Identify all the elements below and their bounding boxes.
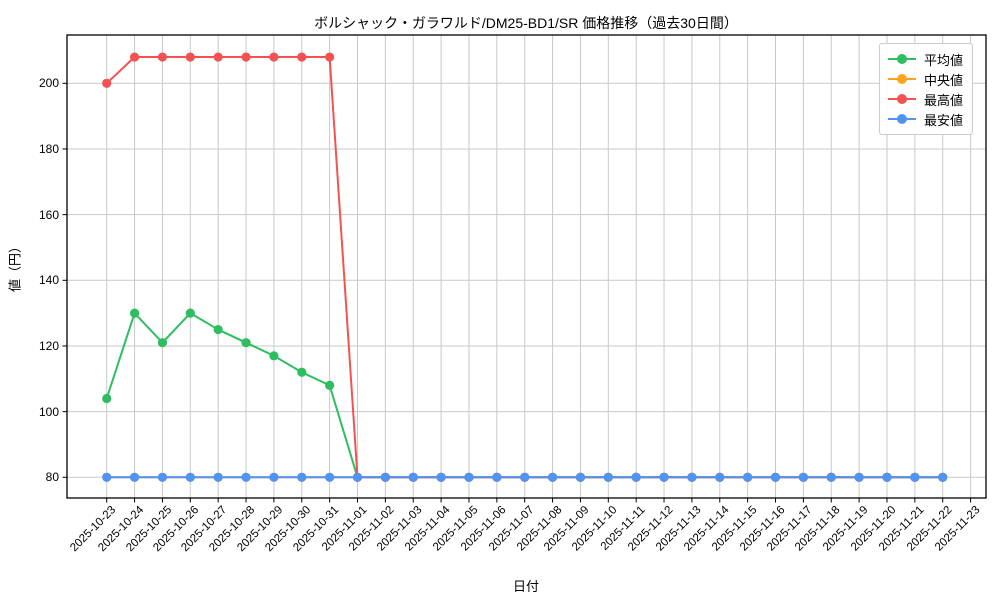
series-point-min [408,472,418,482]
series-point-max [269,52,279,62]
series-point-min [547,472,558,482]
series-point-avg [185,308,195,318]
series-point-min [464,472,474,482]
y-tick-label: 160 [38,207,59,222]
series-point-min [631,472,641,482]
y-tick-label: 80 [45,470,59,485]
series-point-min [826,472,836,482]
series-point-max [157,52,168,62]
legend-label: 最安値 [923,112,963,128]
legend-dot-icon [896,114,907,124]
y-tick-label: 100 [38,404,59,419]
legend-item-median: 中央値 [887,69,963,89]
y-tick-label: 180 [38,141,59,156]
series-point-min [659,472,669,482]
plot-border [66,34,987,499]
legend-label: 最高値 [923,92,963,108]
series-point-min [520,472,530,482]
series-point-max [102,78,112,88]
legend-item-avg: 平均値 [887,49,963,69]
series-point-min [687,472,697,482]
series-point-avg [269,351,279,361]
series-point-min [436,472,446,482]
series-point-min [882,472,892,482]
series-point-min [297,472,307,482]
series-point-min [380,472,390,482]
series-point-avg [325,380,335,390]
series-point-min [492,472,502,482]
y-tick-label: 140 [38,273,59,288]
series-point-min [575,472,586,482]
series-point-min [185,472,195,482]
y-tick-label: 120 [38,338,59,353]
legend-item-max: 最高値 [887,89,963,109]
series-point-min [352,472,363,482]
series-point-max [325,52,335,62]
legend-dot-icon [896,94,907,104]
series-point-max [297,52,307,62]
legend-label: 平均値 [923,52,963,68]
series-point-min [603,472,613,482]
series-point-avg [297,367,307,377]
series-point-min [938,472,948,482]
legend-marker-avg [887,53,916,65]
series-point-min [213,472,223,482]
legend-item-min: 最安値 [887,109,963,129]
series-point-min [157,472,168,482]
series-point-avg [102,393,112,404]
series-point-avg [213,324,223,335]
x-axis-label: 日付 [512,579,540,594]
series-point-max [185,52,195,62]
series-point-min [770,472,781,482]
series-point-avg [157,338,168,348]
series-point-max [129,52,140,62]
legend-marker-min [887,113,916,125]
series-point-min [743,472,753,482]
chart-title: ボルシャック・ガラワルド/DM25-BD1/SR 価格推移（過去30日間） [314,15,738,31]
y-axis-label: 値（円） [7,239,23,293]
series-point-max [213,52,223,62]
series-point-avg [129,308,140,318]
series-point-min [715,472,725,482]
series-point-min [102,472,112,482]
series-point-min [798,472,808,482]
y-tick-label: 200 [38,76,59,91]
legend-label: 中央値 [923,72,963,88]
series-point-min [241,472,251,482]
series-point-min [129,472,140,482]
legend-marker-median [887,73,916,85]
series-point-max [241,52,251,62]
series-point-avg [241,338,251,348]
series-point-min [910,472,920,482]
series-point-min [854,472,864,482]
series-point-min [325,472,335,482]
legend-dot-icon [896,74,907,84]
series-point-min [269,472,279,482]
legend-dot-icon [896,54,907,64]
legend-marker-max [887,93,916,105]
legend: 平均値中央値最高値最安値 [878,43,973,135]
